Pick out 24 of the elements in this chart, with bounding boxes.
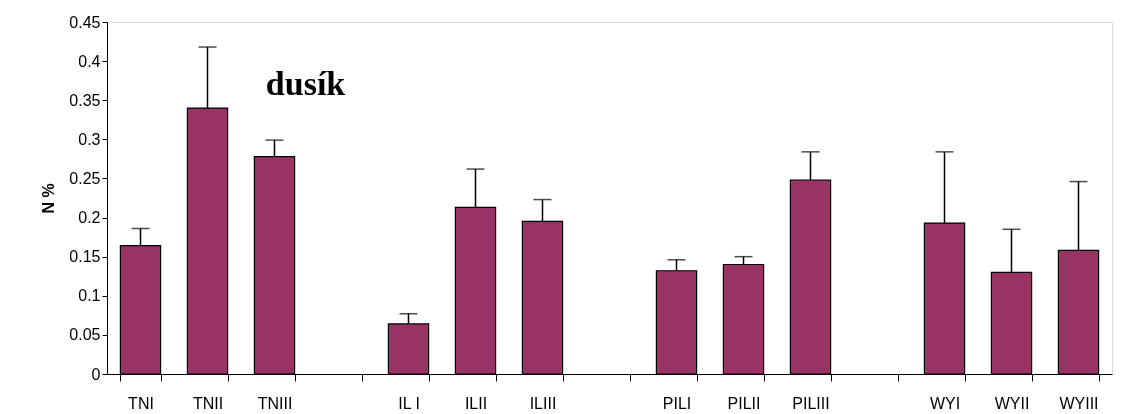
y-tick-label: 0.2 <box>78 209 101 227</box>
y-tick-label: 0.4 <box>78 52 101 70</box>
x-tick-label: WYIII <box>1059 394 1099 412</box>
x-tick-label: ILII <box>464 394 488 412</box>
x-tick-label: TNII <box>192 394 224 412</box>
x-tick-label: PILI <box>662 394 692 412</box>
x-tick-label: WYI <box>929 394 961 412</box>
x-tick-label: IL I <box>398 394 420 412</box>
y-tick-label: 0.25 <box>69 169 101 187</box>
y-tick-label: 0.3 <box>78 130 101 148</box>
y-tick-label: 0.1 <box>78 287 101 305</box>
y-tick-label: 0.45 <box>69 13 101 31</box>
x-tick-label: TNI <box>128 394 154 412</box>
y-axis-title: N % <box>40 183 58 214</box>
y-tick-label: 0.05 <box>69 326 101 344</box>
x-tick-label: PILII <box>727 394 761 412</box>
y-tick-label: 0.35 <box>69 91 101 109</box>
x-tick-label: ILIII <box>529 394 557 412</box>
x-tick-label: TNIII <box>257 394 293 412</box>
text: dusík <box>265 65 346 102</box>
y-tick-label: 0.15 <box>69 248 101 266</box>
x-tick-label: WYII <box>994 394 1030 412</box>
x-tick-label: PILIII <box>792 394 830 412</box>
y-tick-label: 0 <box>91 365 101 383</box>
